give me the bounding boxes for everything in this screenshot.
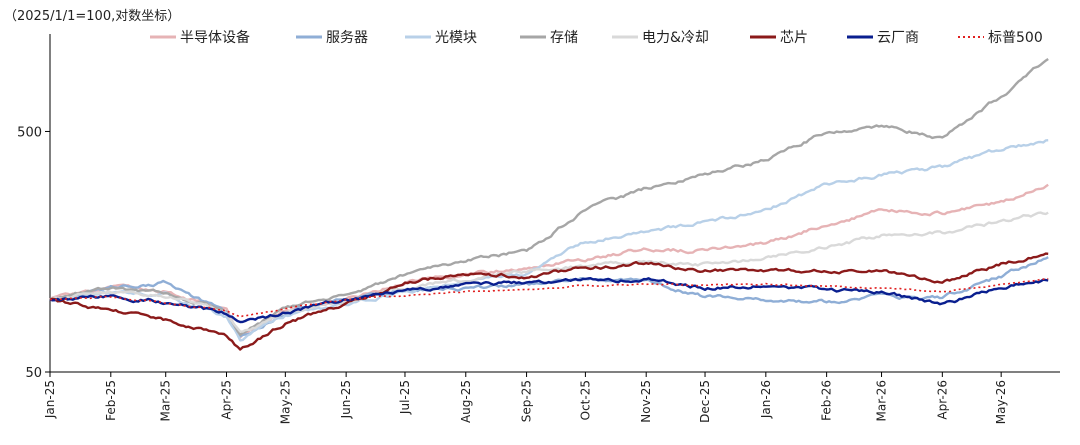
x-tick-label: Aug-25 <box>459 380 473 423</box>
x-tick-label: Feb-25 <box>104 380 118 421</box>
legend-label: 存储 <box>550 30 578 46</box>
legend-label: 云厂商 <box>877 30 919 46</box>
legend-label: 半导体设备 <box>180 29 250 46</box>
legend-label: 芯片 <box>780 30 808 46</box>
x-tick-label: Feb-26 <box>820 380 834 421</box>
x-tick-label: Nov-25 <box>639 380 653 423</box>
series-line <box>49 277 1049 324</box>
series-line <box>49 252 1049 351</box>
legend-label: 服务器 <box>326 30 368 46</box>
x-tick-label: May-25 <box>278 380 292 424</box>
x-tick-label: Mar-25 <box>159 380 173 421</box>
x-tick-label: Jul-25 <box>398 380 412 415</box>
series-line <box>49 139 1049 342</box>
x-tick-label: Mar-26 <box>875 380 889 421</box>
x-tick-label: Jan-26 <box>759 380 773 419</box>
x-tick-label: Jan-25 <box>43 380 57 419</box>
axes: 50 500 Jan-25 Feb-25 Mar-25 Apr-25 May-25 Jun-2… <box>17 34 1060 424</box>
x-tick-label: Jun-25 <box>339 380 353 419</box>
series-group <box>49 58 1049 351</box>
y-tick-label: 500 <box>17 125 42 140</box>
x-tick-label: Apr-25 <box>220 380 234 420</box>
x-tick-label: Sep-25 <box>520 380 534 422</box>
legend: 半导体设备 服务器 光模块 存储 电力&冷却 芯片 云厂商 标普500 <box>150 29 1043 46</box>
legend-label: 光模块 <box>435 30 477 46</box>
x-tick-label: Dec-25 <box>698 380 712 423</box>
chart-note: （2025/1/1=100,对数坐标） <box>4 9 180 24</box>
x-tick-label: Oct-25 <box>578 380 592 420</box>
y-tick-label: 50 <box>25 366 42 381</box>
x-tick-label: May-26 <box>994 380 1008 424</box>
legend-label: 电力&冷却 <box>642 30 709 46</box>
legend-label: 标普500 <box>988 30 1043 46</box>
x-tick-label: Apr-26 <box>935 380 949 420</box>
series-line <box>49 58 1049 336</box>
